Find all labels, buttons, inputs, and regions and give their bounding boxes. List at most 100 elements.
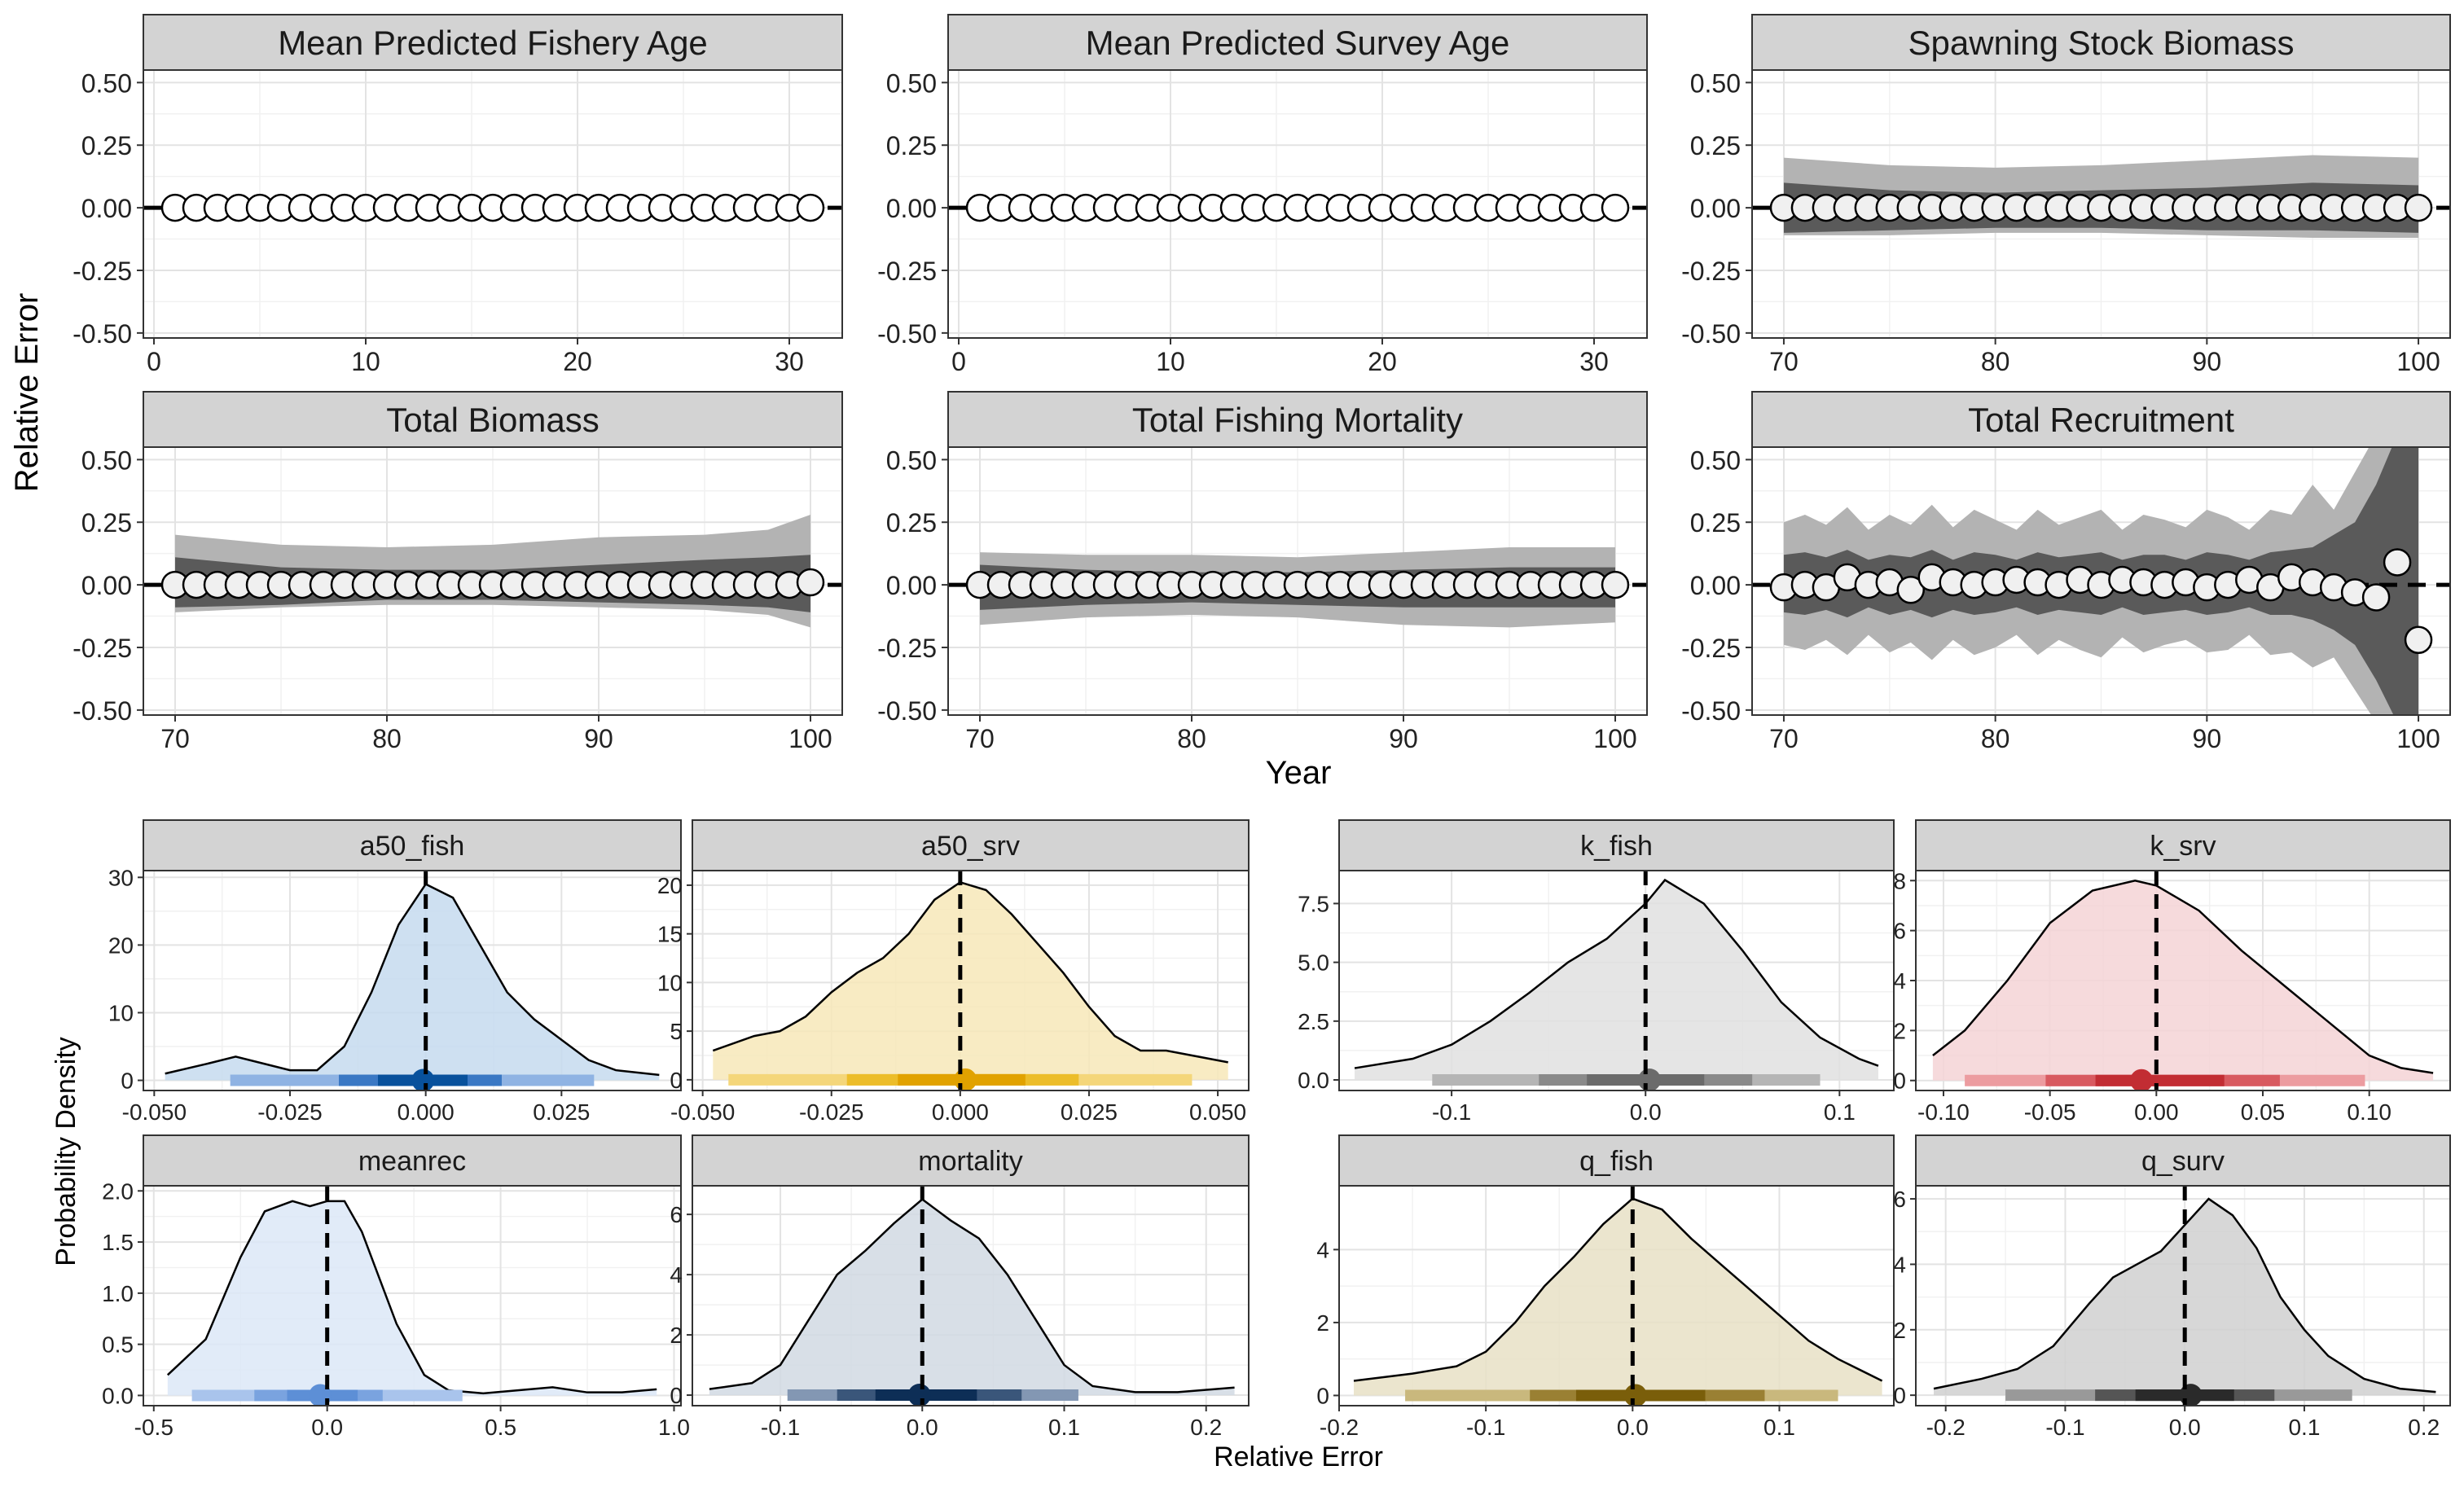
panel-11: mortality 0 2 4 6 -0.1 0.0 0.1 0.2 [670, 1134, 1250, 1440]
median-point [1637, 1069, 1661, 1090]
top-x-axis-label: Year [1266, 755, 1332, 791]
x-tick-label: -0.1 [1466, 1415, 1505, 1440]
facet-title: Total Fishing Mortality [1132, 401, 1463, 439]
facet-title: Mean Predicted Fishery Age [278, 24, 708, 62]
facet-title: Mean Predicted Survey Age [1086, 24, 1510, 62]
y-tick-label: 0.00 [886, 571, 937, 600]
median-point [796, 193, 825, 222]
y-tick-label: 0.25 [886, 508, 937, 538]
x-tick-label: 90 [2193, 724, 2222, 753]
facet-strip [1338, 819, 1895, 871]
density-fill [713, 882, 1228, 1080]
x-tick-label: 70 [1769, 724, 1799, 753]
panel-9: k_srv 0 2 4 6 8 -0.10 -0.05 0.00 0.05 0.10 [1893, 819, 2451, 1125]
facet-strip [143, 1134, 682, 1187]
x-tick-label: 100 [2396, 347, 2440, 376]
median-point [954, 1068, 977, 1090]
y-tick-label: 5 [670, 1019, 683, 1044]
y-tick-label: 0.25 [886, 131, 937, 160]
y-tick-label: 0.25 [81, 508, 132, 538]
panel-border [1751, 446, 2451, 716]
x-tick-label: 0 [147, 347, 161, 376]
median-point [2383, 548, 2412, 577]
x-tick-label: 0.00 [2134, 1099, 2179, 1125]
panel-1: Mean Predicted Survey Age -0.50 -0.25 0.00 0… [877, 14, 1648, 376]
y-tick-label: 8 [1893, 868, 1906, 893]
x-tick-label: 20 [563, 347, 592, 376]
x-tick-label: 100 [788, 724, 832, 753]
median-point [2361, 583, 2391, 612]
panel-border [143, 1185, 682, 1406]
panel-border [692, 1185, 1250, 1406]
panel-border [143, 69, 843, 339]
y-tick-label: 2.5 [1298, 1009, 1329, 1034]
y-tick-label: 6 [1893, 1187, 1906, 1212]
median-point [1601, 570, 1630, 599]
y-tick-label: 0.50 [886, 445, 937, 475]
density-curve [1932, 879, 2434, 1074]
density-curve [165, 883, 660, 1077]
x-tick-label: -0.025 [257, 1099, 322, 1125]
y-tick-label: -0.25 [877, 257, 937, 286]
facet-title: k_srv [2150, 831, 2216, 862]
median-point [2130, 1069, 2154, 1090]
panel-6: a50_fish 0 10 20 30 -0.050 -0.025 0.000 0.025 [108, 819, 682, 1125]
x-tick-label: 0.0 [311, 1415, 343, 1440]
x-tick-label: 0.0 [1630, 1099, 1662, 1125]
x-tick-label: 0 [951, 347, 966, 376]
y-tick-label: 4 [1893, 968, 1906, 994]
y-tick-label: 0.50 [1690, 68, 1741, 98]
facet-strip [143, 14, 843, 71]
y-tick-label: 0.5 [102, 1332, 134, 1358]
y-tick-label: 0.00 [81, 571, 132, 600]
facet-title: Total Recruitment [1968, 401, 2234, 439]
x-tick-label: 70 [160, 724, 190, 753]
x-tick-label: 30 [775, 347, 804, 376]
x-tick-label: 0.0 [907, 1415, 938, 1440]
facet-title: k_fish [1580, 831, 1653, 862]
x-tick-label: 0.0 [1617, 1415, 1649, 1440]
y-tick-label: 0 [670, 1383, 683, 1408]
panel-border [692, 870, 1250, 1091]
x-tick-label: 80 [1177, 724, 1206, 753]
x-tick-label: -0.025 [799, 1099, 863, 1125]
y-tick-label: 0.50 [81, 445, 132, 475]
y-tick-label: -0.50 [72, 319, 132, 349]
median-point [1896, 576, 1926, 604]
x-tick-label: 0.025 [533, 1099, 590, 1125]
y-tick-label: 2 [1893, 1018, 1906, 1043]
y-tick-label: 0.25 [1690, 131, 1741, 160]
y-tick-label: 20 [657, 873, 683, 898]
y-tick-label: 10 [657, 970, 683, 995]
x-tick-label: 10 [1156, 347, 1185, 376]
x-tick-label: 80 [1981, 724, 2010, 753]
panel-border [947, 69, 1648, 339]
bottom-x-axis-label: Relative Error [1214, 1442, 1383, 1472]
plot-area [166, 1186, 657, 1406]
density-curve [712, 880, 1228, 1064]
x-tick-label: -0.1 [1432, 1099, 1471, 1125]
density-curve [166, 1200, 657, 1395]
density-fill [1934, 1199, 2436, 1396]
density-fill [1932, 880, 2434, 1081]
facet-strip [947, 391, 1648, 448]
panel-4: Total Fishing Mortality -0.50 -0.25 0.00 0.2… [877, 391, 1648, 753]
median-point [907, 1384, 931, 1406]
panel-border [1751, 69, 2451, 339]
y-tick-label: 0.50 [886, 68, 937, 98]
y-tick-label: -0.50 [877, 696, 937, 726]
x-tick-label: 0.1 [1763, 1415, 1795, 1440]
y-tick-label: 0.0 [102, 1383, 134, 1408]
y-tick-label: 6 [670, 1202, 683, 1227]
panel-7: a50_srv 0 5 10 15 20 -0.050 -0.025 0.000 0.025 0.0… [657, 819, 1250, 1125]
y-tick-label: 2.0 [102, 1178, 134, 1204]
x-tick-label: 0.025 [1061, 1099, 1118, 1125]
panel-2: Spawning Stock Biomass -0.50 -0.25 0.00 0.25… [1681, 14, 2451, 376]
y-tick-label: 0.25 [81, 131, 132, 160]
y-tick-label: 0 [1893, 1383, 1906, 1408]
y-tick-label: 20 [108, 932, 134, 958]
x-tick-label: 0.10 [2347, 1099, 2392, 1125]
median-point [411, 1069, 435, 1090]
y-tick-label: 4 [1893, 1252, 1906, 1277]
